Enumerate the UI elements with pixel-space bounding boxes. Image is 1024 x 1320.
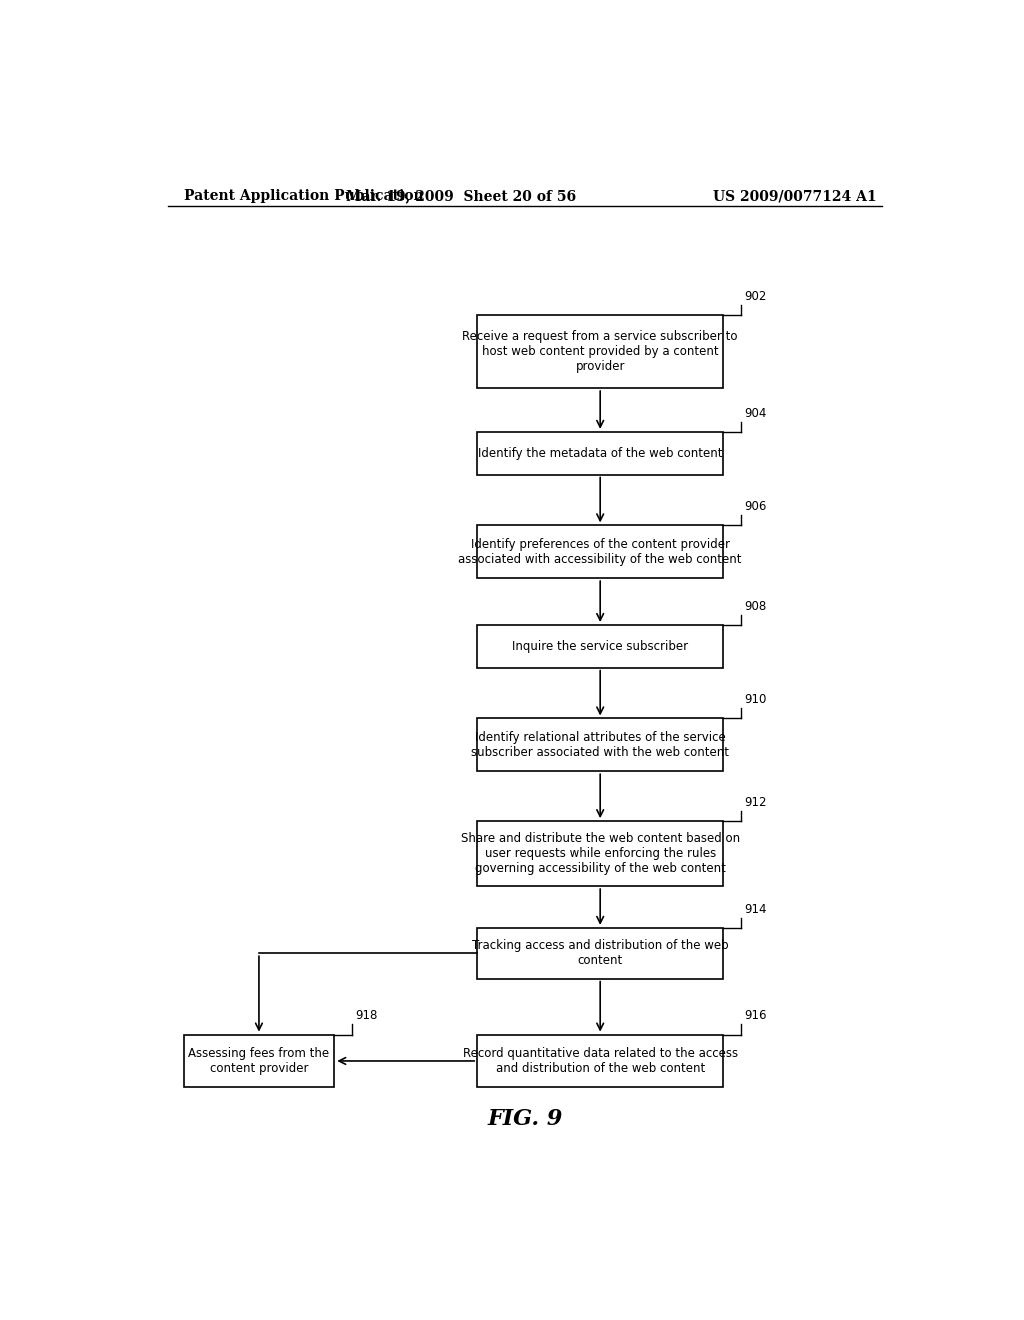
Text: 904: 904 (743, 407, 766, 420)
FancyBboxPatch shape (477, 525, 723, 578)
Text: 918: 918 (355, 1010, 378, 1022)
Text: Patent Application Publication: Patent Application Publication (183, 189, 423, 203)
FancyBboxPatch shape (477, 1035, 723, 1088)
Text: 914: 914 (743, 903, 766, 916)
Text: 908: 908 (743, 599, 766, 612)
FancyBboxPatch shape (477, 315, 723, 388)
Text: US 2009/0077124 A1: US 2009/0077124 A1 (713, 189, 877, 203)
Text: Identify the metadata of the web content: Identify the metadata of the web content (478, 446, 723, 459)
Text: Assessing fees from the
content provider: Assessing fees from the content provider (188, 1047, 330, 1074)
FancyBboxPatch shape (477, 718, 723, 771)
Text: FIG. 9: FIG. 9 (487, 1107, 562, 1130)
Text: 916: 916 (743, 1010, 766, 1022)
FancyBboxPatch shape (477, 624, 723, 668)
Text: Receive a request from a service subscriber to
host web content provided by a co: Receive a request from a service subscri… (463, 330, 738, 374)
Text: 902: 902 (743, 289, 766, 302)
Text: 912: 912 (743, 796, 766, 809)
Text: Inquire the service subscriber: Inquire the service subscriber (512, 640, 688, 653)
Text: Identify preferences of the content provider
associated with accessibility of th: Identify preferences of the content prov… (459, 537, 742, 566)
FancyBboxPatch shape (477, 821, 723, 886)
Text: Mar. 19, 2009  Sheet 20 of 56: Mar. 19, 2009 Sheet 20 of 56 (346, 189, 577, 203)
Text: 906: 906 (743, 500, 766, 513)
FancyBboxPatch shape (477, 928, 723, 978)
Text: Share and distribute the web content based on
user requests while enforcing the : Share and distribute the web content bas… (461, 832, 739, 875)
Text: Record quantitative data related to the access
and distribution of the web conte: Record quantitative data related to the … (463, 1047, 737, 1074)
Text: Tracking access and distribution of the web
content: Tracking access and distribution of the … (472, 940, 728, 968)
Text: Identify relational attributes of the service
subscriber associated with the web: Identify relational attributes of the se… (471, 731, 729, 759)
FancyBboxPatch shape (183, 1035, 334, 1088)
Text: 910: 910 (743, 693, 766, 706)
FancyBboxPatch shape (477, 432, 723, 474)
